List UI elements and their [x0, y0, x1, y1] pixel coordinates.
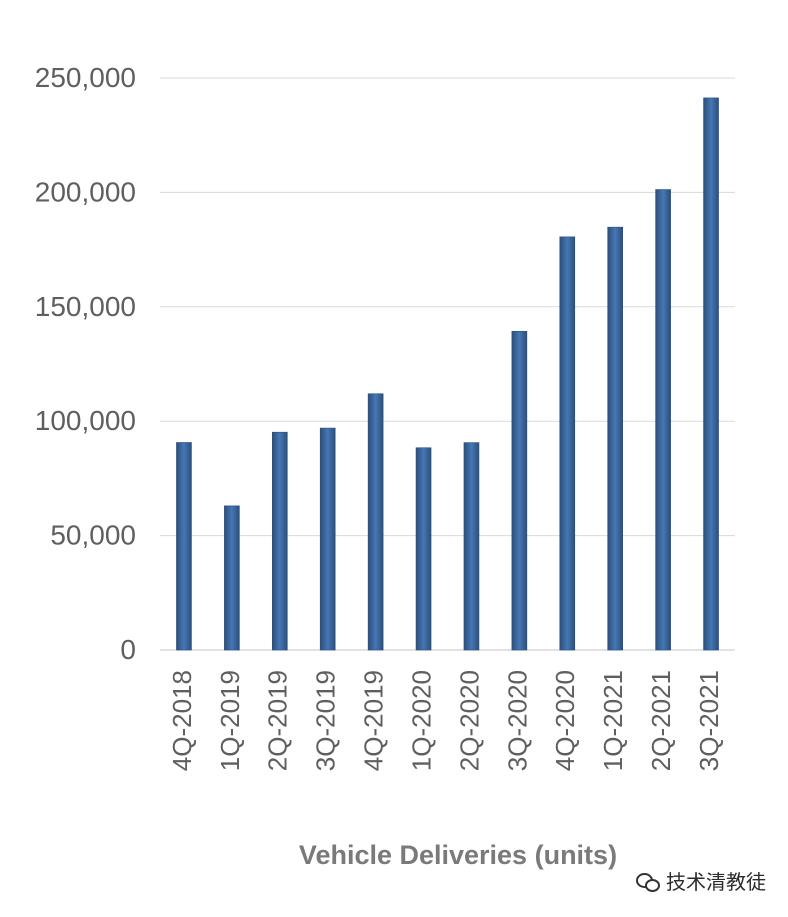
chart-title: Vehicle Deliveries (units) — [299, 840, 617, 870]
x-tick-label: 2Q-2019 — [263, 670, 293, 771]
bar — [320, 428, 335, 650]
bar — [704, 98, 719, 650]
bar — [368, 394, 383, 650]
bar — [608, 227, 623, 650]
y-tick-labels: 0 50,000 100,000 150,000 200,000 250,000 — [35, 62, 136, 665]
bar — [464, 443, 479, 650]
y-tick-label: 250,000 — [35, 62, 136, 93]
bar — [512, 331, 527, 650]
x-tick-labels: 4Q-2018 1Q-2019 2Q-2019 3Q-2019 4Q-2019 1Q-20… — [167, 670, 724, 771]
x-tick-label: 3Q-2021 — [694, 670, 724, 771]
bar — [656, 190, 671, 650]
bar — [560, 237, 575, 650]
bar — [224, 506, 239, 650]
watermark: 技术清教徒 — [636, 872, 766, 892]
x-tick-label: 1Q-2021 — [598, 670, 628, 771]
x-tick-label: 1Q-2019 — [215, 670, 245, 771]
y-tick-label: 150,000 — [35, 291, 136, 322]
x-tick-label: 4Q-2020 — [550, 670, 580, 771]
x-tick-label: 3Q-2019 — [311, 670, 341, 771]
y-tick-label: 200,000 — [35, 176, 136, 207]
x-tick-label: 2Q-2020 — [454, 670, 484, 771]
y-tick-label: 100,000 — [35, 405, 136, 436]
x-tick-label: 4Q-2019 — [359, 670, 389, 771]
x-tick-label: 2Q-2021 — [646, 670, 676, 771]
y-tick-label: 0 — [120, 634, 136, 665]
y-tick-label: 50,000 — [50, 520, 136, 551]
grid-lines — [160, 78, 735, 650]
bar — [416, 448, 431, 650]
x-tick-label: 1Q-2020 — [406, 670, 436, 771]
bars — [176, 98, 718, 650]
x-tick-label: 3Q-2020 — [502, 670, 532, 771]
wechat-icon — [636, 872, 660, 892]
bar — [176, 442, 191, 650]
bar — [272, 432, 287, 650]
x-tick-label: 4Q-2018 — [167, 670, 197, 771]
watermark-text: 技术清教徒 — [666, 872, 766, 892]
